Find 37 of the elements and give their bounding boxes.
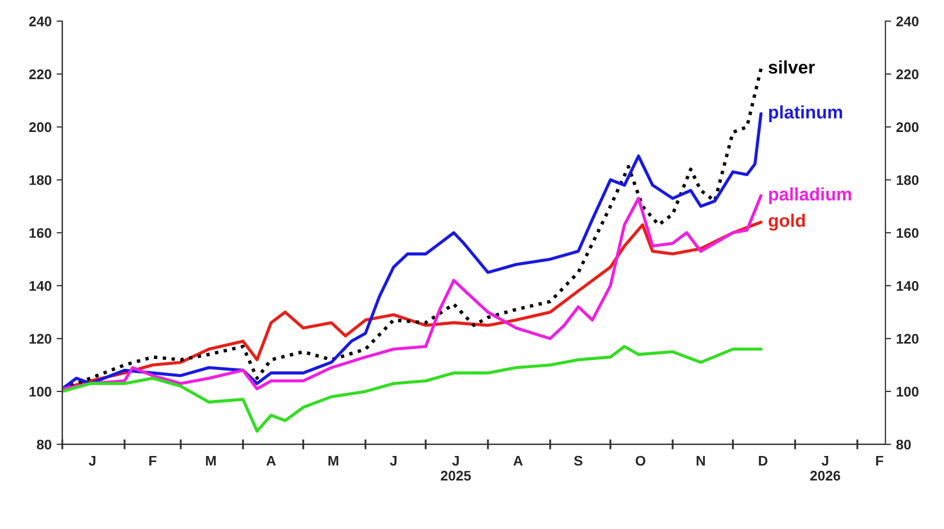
y-tick-label: 140 <box>30 280 52 291</box>
y2-tick-label: 140 <box>896 280 918 291</box>
y-tick-label: 200 <box>29 122 52 132</box>
x-tick-label: N <box>696 456 705 466</box>
x-tick-label: S <box>574 456 582 466</box>
x-tick-label: M <box>206 456 216 466</box>
x-tick-label: A <box>513 456 523 466</box>
x-tick-label: A <box>266 456 276 466</box>
y-tick-label: 160 <box>30 228 52 238</box>
x-tick-label: M <box>328 456 338 466</box>
x-tick-label: J <box>390 456 396 466</box>
y2-tick-label: 200 <box>896 122 918 132</box>
y2-tick-label: 240 <box>896 16 918 26</box>
y-tick-label: 220 <box>29 69 52 80</box>
series-label: platinum <box>769 105 842 122</box>
x-tick-label: D <box>758 456 768 466</box>
y2-tick-label: 100 <box>896 386 918 397</box>
x-tick-label: J 2026 <box>810 456 840 481</box>
y-tick-label: 100 <box>30 386 52 397</box>
y2-tick-label: 160 <box>896 228 918 238</box>
y-tick-label: 80 <box>36 440 52 450</box>
y-tick-label: 120 <box>30 334 52 344</box>
y-tick-label: 180 <box>30 175 52 186</box>
series-label: silver <box>768 60 815 74</box>
y2-tick-label: 80 <box>896 440 911 450</box>
y-tick-label: 240 <box>29 16 52 26</box>
x-tick-label: O <box>636 456 646 466</box>
y2-tick-label: 180 <box>896 175 918 186</box>
line-series <box>62 344 763 433</box>
x-tick-label: F <box>876 456 884 466</box>
y2-tick-label: 220 <box>896 69 918 80</box>
series-label: palladium <box>769 187 852 204</box>
x-tick-label: J <box>88 456 96 466</box>
series-label: gold <box>768 214 805 231</box>
y2-tick-label: 120 <box>896 334 918 344</box>
x-tick-label: J 2025 <box>440 456 471 481</box>
x-tick-label: F <box>149 456 156 466</box>
